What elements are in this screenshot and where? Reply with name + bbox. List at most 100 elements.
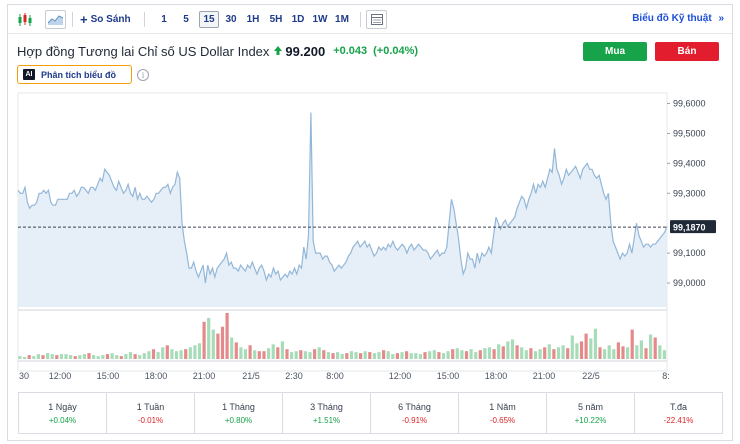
volume-bar (336, 352, 340, 359)
volume-bar (101, 355, 105, 359)
table-view-icon[interactable] (366, 10, 387, 29)
period-cell[interactable]: T.đa -22.41% (635, 393, 722, 433)
buy-button[interactable]: Mua (583, 42, 647, 61)
period-label: 1 Ngày (48, 401, 77, 412)
volume-bar (529, 348, 533, 359)
volume-bar (50, 354, 54, 359)
x-tick-label: 15:00 (437, 371, 460, 381)
period-change: -22.41% (663, 415, 694, 425)
volume-bar (589, 338, 593, 359)
period-label: 1 Năm (489, 401, 516, 412)
volume-bar (354, 352, 358, 359)
volume-bar (142, 353, 146, 359)
volume-bar (382, 350, 386, 359)
technical-chart-link[interactable]: Biểu đồ Kỹ thuật » (632, 13, 724, 24)
period-cell[interactable]: 1 Tuần -0.01% (107, 393, 195, 433)
volume-bar (156, 352, 160, 359)
volume-bar (124, 354, 128, 359)
volume-bar (662, 350, 666, 359)
toolbar-divider (144, 12, 145, 27)
period-performance-bar: 1 Ngày +0.04% 1 Tuần -0.01% 1 Tháng +0.80% 3 T… (18, 392, 723, 434)
volume-bar (322, 350, 326, 359)
volume-bar (612, 349, 616, 359)
volume-bar (510, 339, 515, 359)
volume-bar (184, 349, 188, 359)
volume-bar (308, 352, 312, 359)
compare-button[interactable]: + So Sánh (80, 11, 131, 28)
volume-bar (165, 345, 169, 359)
volume-bar (409, 353, 413, 359)
volume-bar (437, 352, 441, 359)
volume-bar (386, 351, 390, 359)
price-chart[interactable]: Investing.com99,600099,500099,400099,300… (8, 89, 732, 387)
volume-bar (220, 326, 225, 359)
volume-bar (616, 342, 620, 359)
interval-1m[interactable]: 1M (335, 14, 349, 25)
volume-bar (566, 348, 570, 359)
volume-bar (207, 317, 211, 359)
area-chart-icon[interactable] (45, 10, 66, 29)
volume-bar (331, 353, 335, 359)
period-label: 1 Tuần (136, 401, 165, 412)
volume-bar (64, 354, 68, 359)
volume-bar (423, 352, 427, 359)
volume-bar (161, 347, 165, 359)
instrument-header: Hợp đồng Tương lai Chỉ số US Dollar Inde… (17, 42, 418, 60)
period-cell[interactable]: 6 Tháng -0.91% (371, 393, 459, 433)
volume-bar (552, 349, 556, 359)
interval-1h[interactable]: 1H (246, 14, 260, 25)
interval-1[interactable]: 1 (161, 14, 167, 25)
x-tick-label: 22/5 (582, 371, 600, 381)
volume-bar (483, 348, 487, 359)
interval-5h[interactable]: 5H (269, 14, 283, 25)
volume-bar (128, 352, 133, 359)
period-cell[interactable]: 5 năm +10.22% (547, 393, 635, 433)
volume-bar (105, 354, 110, 359)
volume-bar (179, 350, 183, 359)
volume-bar (368, 352, 372, 359)
period-change: +1.51% (312, 415, 341, 425)
x-tick-label: 18:00 (145, 371, 168, 381)
period-cell[interactable]: 1 Tháng +0.80% (195, 393, 283, 433)
volume-bar (593, 328, 597, 359)
chart-widget: + So Sánh 1 5 15 30 1H 5H 1D 1W 1M Biểu … (7, 4, 733, 441)
candlestick-icon[interactable] (14, 10, 35, 29)
ai-chart-analysis-button[interactable]: AI Phân tích biểu đồ (17, 65, 132, 84)
period-cell[interactable]: 1 Ngày +0.04% (19, 393, 107, 433)
interval-1d[interactable]: 1D (291, 14, 305, 25)
period-label: 1 Tháng (222, 401, 255, 412)
period-change: +0.04% (48, 415, 77, 425)
volume-bar (294, 351, 298, 359)
period-cell[interactable]: 1 Năm -0.65% (459, 393, 547, 433)
price-change: +0.043 (333, 45, 368, 57)
info-icon[interactable]: i (137, 69, 149, 81)
volume-bar (23, 357, 27, 359)
y-tick-label: 99,6000 (673, 98, 706, 108)
volume-bar (96, 356, 100, 359)
volume-bar (317, 347, 321, 359)
interval-1w[interactable]: 1W (312, 14, 328, 25)
volume-bar (644, 348, 648, 359)
volume-bar (216, 333, 220, 359)
price-line (17, 112, 668, 284)
volume-bar (119, 356, 123, 359)
x-tick-label: 21:00 (193, 371, 216, 381)
volume-bar (92, 355, 96, 359)
volume-bar (395, 353, 399, 359)
volume-bar (303, 351, 307, 359)
interval-15[interactable]: 15 (199, 11, 219, 28)
period-cell[interactable]: 3 Tháng +1.51% (283, 393, 371, 433)
volume-bar (428, 351, 432, 359)
volume-bar (579, 341, 584, 359)
x-tick-label: 15:00 (97, 371, 120, 381)
sell-button[interactable]: Bán (655, 42, 719, 61)
x-tick-label: 12:00 (49, 371, 72, 381)
interval-30[interactable]: 30 (225, 14, 237, 25)
interval-5[interactable]: 5 (183, 14, 189, 25)
volume-bar (630, 329, 634, 359)
volume-bar (501, 346, 505, 359)
volume-bar (188, 347, 192, 359)
volume-bar (372, 353, 376, 359)
volume-bar (248, 345, 252, 359)
period-change: -0.65% (489, 415, 516, 425)
